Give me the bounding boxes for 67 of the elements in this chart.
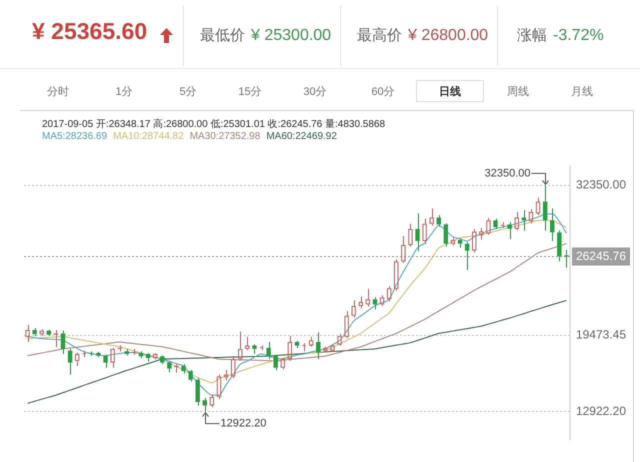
candlestick — [280, 357, 285, 370]
candlestick — [450, 236, 456, 246]
candlestick — [25, 324, 30, 343]
text: 5分 — [178, 85, 198, 100]
text: 60分 — [370, 85, 396, 100]
candlestick — [316, 332, 320, 360]
text: 最低价 — [200, 27, 245, 44]
candlestick — [54, 330, 58, 348]
text: 月线 — [570, 85, 594, 100]
candlestick — [522, 210, 526, 232]
candlestick — [146, 352, 150, 362]
candlestick — [550, 208, 554, 242]
candlestick — [394, 258, 398, 292]
candlestick — [110, 347, 115, 368]
candlestick — [401, 235, 406, 264]
candlestick — [96, 351, 101, 358]
ref-line-label: 26245.76 — [576, 248, 626, 263]
y-tick-label: 32350.00 — [576, 178, 626, 192]
text: 30分 — [302, 85, 328, 100]
candlestick — [415, 212, 420, 252]
candlestick — [444, 222, 448, 248]
annotation: 32350.00 — [484, 167, 530, 180]
candlestick — [557, 230, 562, 262]
y-tick-label: 19473.45 — [576, 328, 626, 342]
text: 2017-09-05 开:26348.17 高:26800.00 低:25301.01 收:26245.76 量:4830.5868 — [42, 118, 386, 131]
candlestick — [74, 352, 80, 366]
candlestick — [288, 335, 292, 362]
y-tick-label: 12922.20 — [576, 404, 626, 418]
candlestick — [40, 328, 44, 336]
candlestick — [507, 222, 512, 240]
text: MA10:28744.82 — [113, 131, 184, 142]
candlestick — [528, 208, 534, 224]
candlestick — [32, 328, 37, 337]
text: MA30:27352.98 — [190, 131, 260, 142]
candlestick — [472, 228, 476, 253]
candlestick — [429, 208, 434, 226]
candlestick — [60, 330, 66, 354]
text: 最高价 — [357, 27, 402, 44]
text: ¥ 25365.60 — [32, 18, 148, 45]
candlestick — [486, 218, 491, 236]
text: 分时 — [46, 85, 70, 100]
text: 涨幅 — [517, 27, 547, 44]
text: 15分 — [237, 85, 263, 100]
text: ¥ 26800.00 — [408, 27, 488, 44]
text: MA60:22469.92 — [266, 131, 337, 142]
candlestick — [238, 331, 242, 362]
text: 1分 — [114, 85, 134, 100]
text: MA5:28236.69 — [42, 131, 108, 142]
candlestick — [344, 310, 349, 338]
candlestick — [352, 300, 356, 318]
text: ¥ 25300.00 — [251, 27, 332, 44]
annotation: 12922.20 — [220, 418, 266, 430]
candlestick — [266, 342, 271, 360]
text: 日线 — [416, 80, 484, 102]
candlestick — [366, 288, 370, 307]
candlestick — [542, 184, 548, 232]
text: -3.72% — [553, 27, 604, 44]
candlestick — [408, 223, 413, 248]
candlestick — [479, 227, 484, 240]
candlestick — [152, 352, 158, 360]
candlestick — [323, 346, 328, 353]
candlestick — [386, 286, 392, 302]
candlestick — [422, 218, 427, 245]
candlestick — [224, 369, 228, 381]
text: 周线 — [506, 85, 530, 100]
line-series — [27, 300, 567, 404]
candlestick — [380, 294, 384, 306]
